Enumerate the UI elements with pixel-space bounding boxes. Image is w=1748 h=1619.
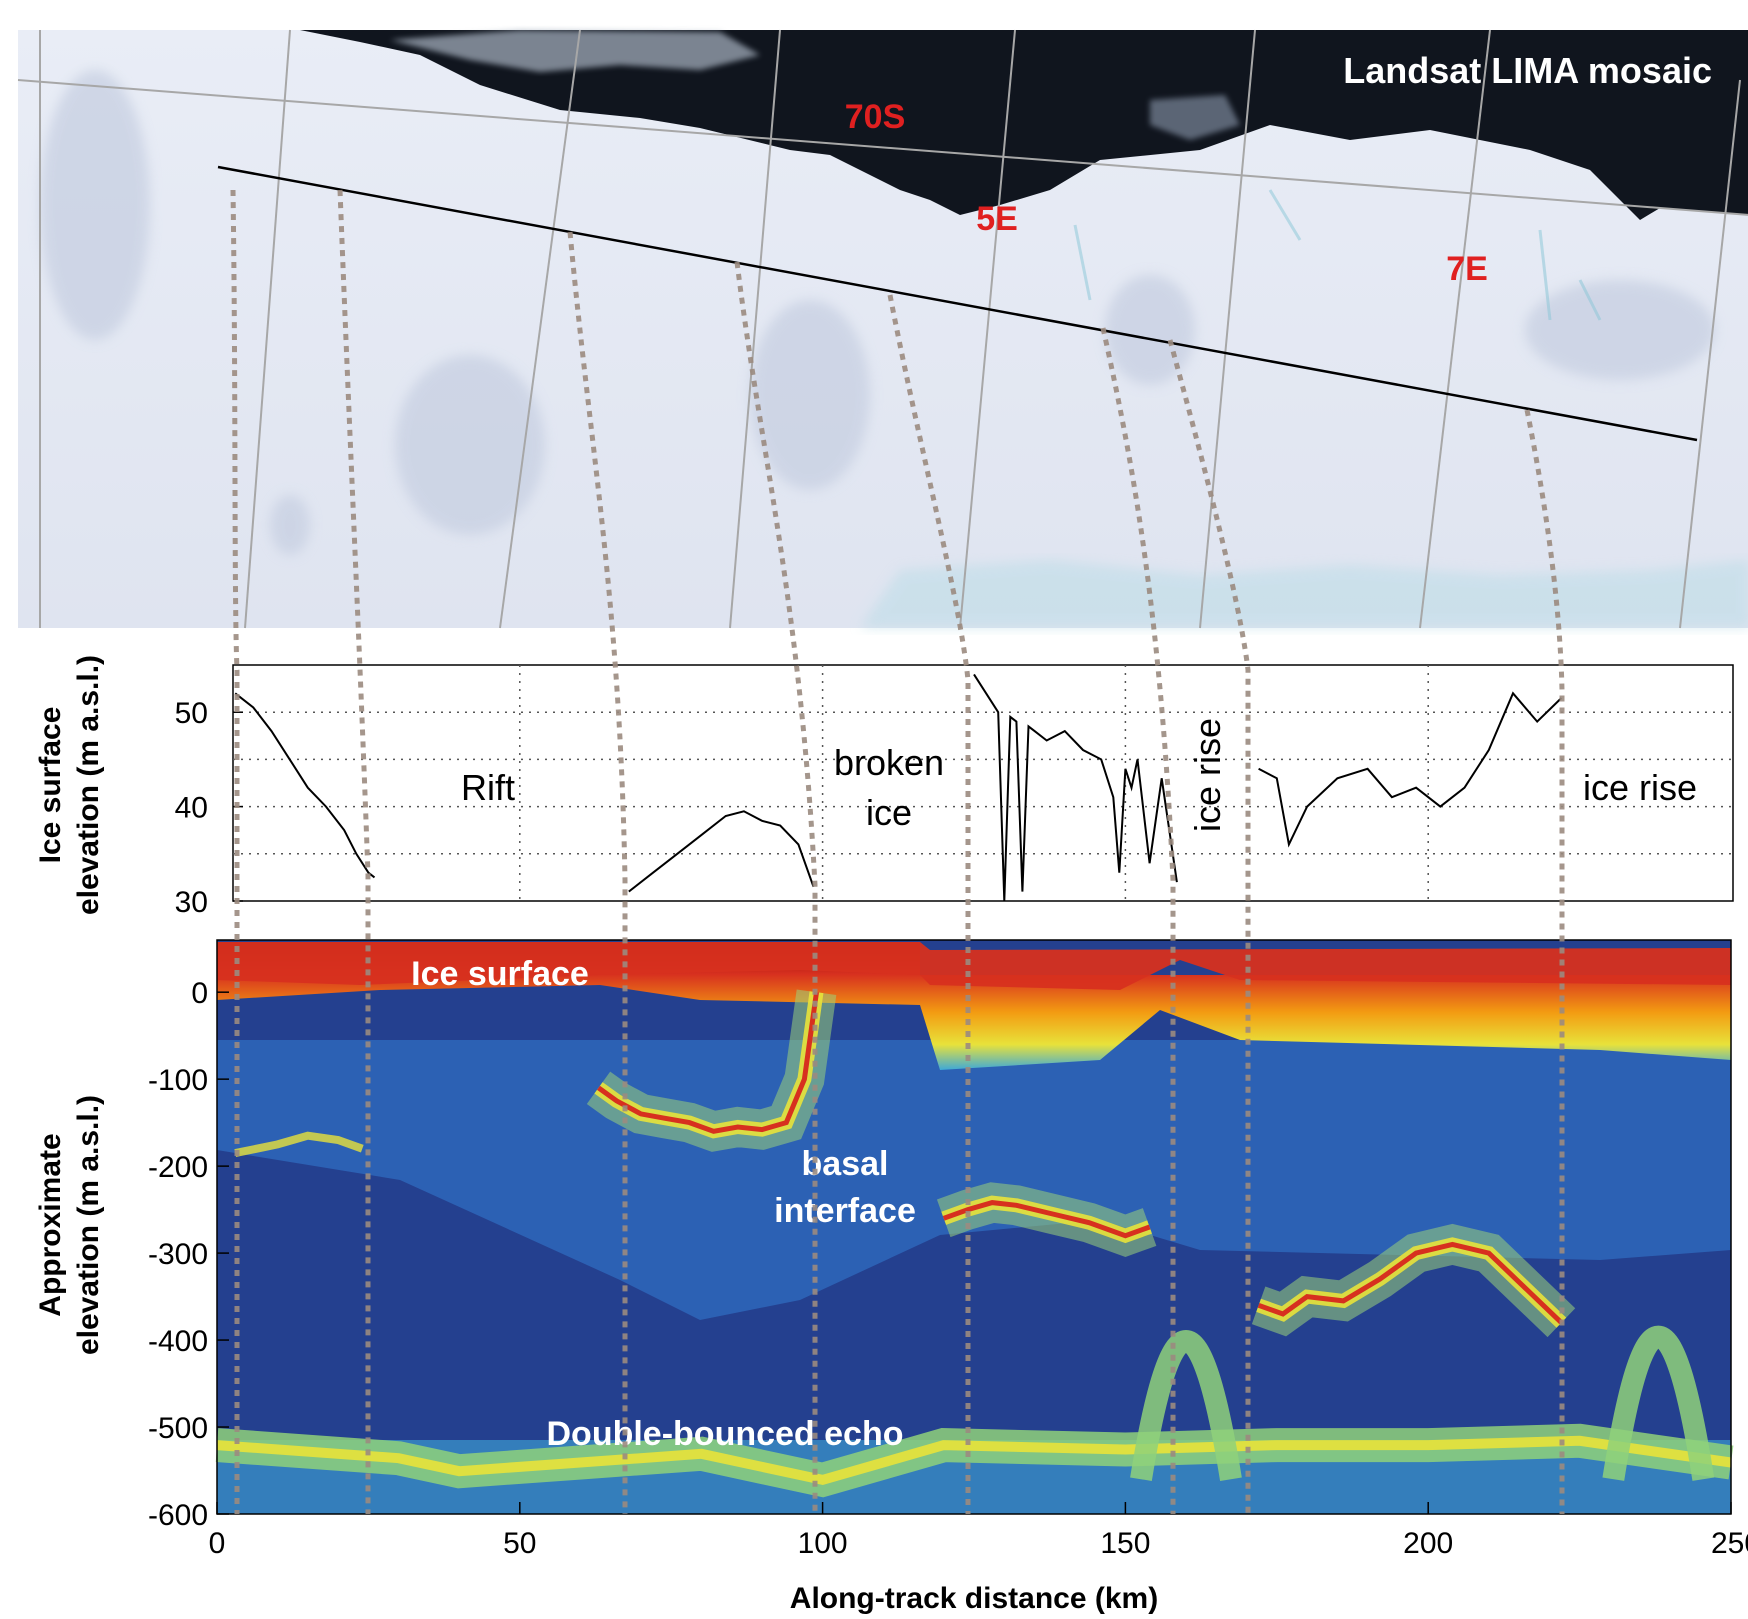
radargram-x-ticks: 0 50 100 150 200 250 [209, 1502, 1748, 1560]
connector-line-6 [1100, 327, 1176, 1514]
connector-line-4 [734, 261, 818, 1514]
basal-interface-1 [942, 1200, 1151, 1239]
elevation-series-2 [973, 673, 1178, 902]
radar-reflectors [215, 989, 1734, 1498]
radargram-frame [216, 939, 1732, 1515]
connector-line-8 [1524, 409, 1565, 1514]
radar-ytick-label-2: -200 [148, 1151, 208, 1184]
elevation-ylabel-line2: elevation (m a.s.l.) [72, 655, 105, 915]
elevation-ytick-label-1: 40 [175, 792, 208, 825]
radargram-ylabel-line2: elevation (m a.s.l.) [72, 1095, 105, 1355]
connector-line-7 [1167, 339, 1251, 1514]
elevation-axes [232, 664, 1734, 902]
elevation-series-0 [234, 692, 376, 879]
connector-line-3 [567, 231, 628, 1514]
radargram-panel: 0 -100 -200 -300 -400 -500 -600 0 50 100 150 200 25… [34, 939, 1748, 1615]
radargram-ylabel-line1: Approximate [34, 1133, 67, 1316]
connector-line-2 [337, 189, 371, 1514]
label-70s: 70S [845, 98, 906, 136]
hyperbola-1 [1602, 1325, 1715, 1481]
double-echo-line [216, 1435, 1732, 1486]
connector-line-1 [230, 189, 240, 1514]
radar-xtick-label-0: 0 [209, 1527, 226, 1560]
radar-ytick-label-4: -400 [148, 1325, 208, 1358]
elevation-series-3 [1258, 691, 1563, 848]
radar-xtick-label-3: 150 [1100, 1527, 1150, 1560]
x-axis-label: Along-track distance (km) [790, 1582, 1158, 1615]
panel-title: Landsat LIMA mosaic [1343, 50, 1712, 91]
elevation-profile [234, 673, 1563, 902]
label-7e: 7E [1446, 250, 1488, 288]
ice-surface-upper [217, 942, 1731, 990]
annotation-ice-rise-1: ice rise [1187, 718, 1228, 832]
radar-xtick-label-1: 50 [503, 1527, 536, 1560]
annotation-ice-rise-2: ice rise [1583, 767, 1697, 808]
sea-ice-floes [390, 30, 760, 72]
radar-ytick-label-0: 0 [191, 977, 208, 1010]
label-5e: 5E [976, 200, 1018, 238]
radar-xtick-label-2: 100 [798, 1527, 848, 1560]
satellite-panel: Landsat LIMA mosaic 70S 5E 7E [17, 29, 1748, 629]
hyperbola-0 [1130, 1330, 1242, 1481]
annotation-double-bounced-echo: Double-bounced echo [547, 1415, 904, 1453]
annotation-basal: basal [802, 1145, 889, 1183]
basal-interface-0 [597, 991, 819, 1134]
elevation-ytick-label-2: 50 [175, 697, 208, 730]
radar-ytick-label-6: -600 [148, 1499, 208, 1532]
radar-ytick-label-1: -100 [148, 1064, 208, 1097]
annotation-interface: interface [774, 1192, 916, 1230]
connector-lines [230, 189, 1565, 1514]
annotation-ice: ice [866, 792, 912, 833]
basal-interface-2 [1257, 1241, 1564, 1325]
iceberg [1150, 95, 1240, 140]
crevasse-streaks [1073, 189, 1602, 321]
radar-ytick-label-3: -300 [148, 1238, 208, 1271]
radargram-y-ticks: 0 -100 -200 -300 -400 -500 -600 [148, 977, 229, 1532]
radar-xtick-label-5: 250 [1711, 1527, 1748, 1560]
radar-xtick-label-4: 200 [1403, 1527, 1453, 1560]
elevation-panel: 30 40 50 Rift broken ice ice rise ice rise… [34, 655, 1734, 919]
elevation-series-1 [628, 810, 815, 893]
annotation-ice-surface: Ice surface [411, 955, 589, 993]
ocean-area [300, 30, 1748, 220]
elevation-ylabel-line1: Ice surface [34, 707, 67, 864]
flight-track-line [217, 165, 1698, 442]
graticule [17, 29, 1748, 629]
radar-ytick-label-5: -500 [148, 1412, 208, 1445]
shallow-reflector [234, 1131, 364, 1158]
elevation-ytick-label-0: 30 [175, 886, 208, 919]
crevasse-field [860, 560, 1748, 628]
annotation-rift: Rift [461, 767, 515, 808]
elevation-y-ticks: 30 40 50 [175, 697, 243, 919]
annotation-broken: broken [834, 742, 944, 783]
